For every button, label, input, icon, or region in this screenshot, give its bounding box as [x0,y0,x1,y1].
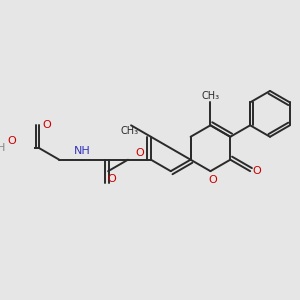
Text: CH₃: CH₃ [201,91,220,101]
Text: O: O [8,136,16,146]
Text: O: O [108,174,116,184]
Text: H: H [0,143,5,153]
Text: O: O [209,175,218,185]
Text: O: O [42,120,51,130]
Text: O: O [135,148,144,158]
Text: O: O [252,166,261,176]
Text: CH₃: CH₃ [120,127,138,136]
Text: NH: NH [74,146,91,156]
